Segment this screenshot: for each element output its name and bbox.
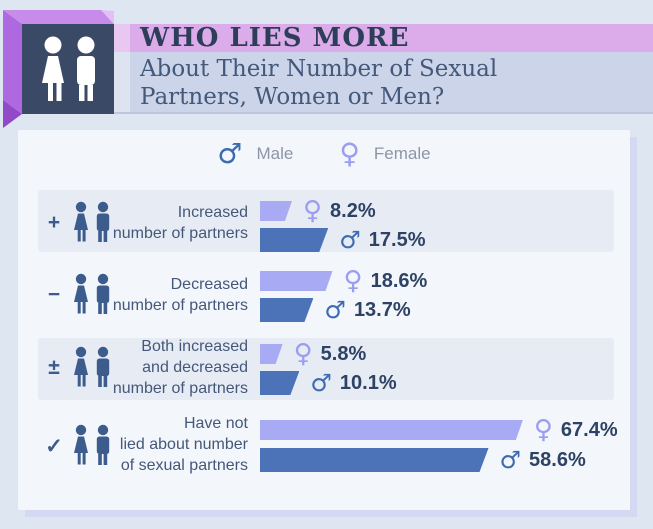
legend-male-label: Male xyxy=(256,144,294,163)
female-value: 67.4% xyxy=(560,418,618,441)
male-bar-row: ♂ 58.6% xyxy=(260,448,586,472)
male-bar-row: ♂ 13.7% xyxy=(260,298,411,322)
female-bar xyxy=(260,271,333,291)
check-icon: ✓ xyxy=(45,434,63,458)
row-panel xyxy=(38,338,614,400)
male-bar-row: ♂ 10.1% xyxy=(260,371,397,395)
male-icon: ♂ xyxy=(499,446,522,474)
male-icon: ♂ xyxy=(217,137,243,170)
female-bar-row: ♀ 18.6% xyxy=(260,268,427,294)
subtitle-band: About Their Number of Sexual Partners, W… xyxy=(114,52,653,114)
male-icon: ♂ xyxy=(324,296,346,324)
title-band: WHO LIES MORE xyxy=(114,23,653,53)
female-bar-row: ♀ 5.8% xyxy=(260,341,366,367)
female-icon: ♀ xyxy=(533,415,553,445)
female-bar-row: ♀ 8.2% xyxy=(260,198,376,224)
female-value: 5.8% xyxy=(320,342,367,365)
plus-icon: + xyxy=(47,211,61,234)
female-value: 8.2% xyxy=(330,199,376,222)
page-title: WHO LIES MORE xyxy=(140,23,410,53)
decreased-icon: − xyxy=(44,272,132,318)
row-panel xyxy=(38,190,614,252)
female-icon: ♀ xyxy=(302,196,323,226)
female-bar xyxy=(260,420,523,440)
legend-female: ♀ Female xyxy=(339,140,430,168)
legend-male: ♂ Male xyxy=(217,140,293,168)
female-bar xyxy=(260,344,283,364)
male-bar xyxy=(260,448,489,472)
row-label: Increased number of partners xyxy=(112,204,248,242)
row-label: Decreased number of partners xyxy=(112,276,248,314)
male-value: 58.6% xyxy=(529,448,586,471)
male-bar-row: ♂ 17.5% xyxy=(260,228,425,252)
legend: ♂ Male ♀ Female xyxy=(18,140,630,168)
female-bar xyxy=(260,201,292,221)
man-woman-cube-icon xyxy=(3,10,114,128)
female-bar-row: ♀ 67.4% xyxy=(260,417,618,443)
female-icon: ♀ xyxy=(293,339,313,369)
male-bar xyxy=(260,371,299,395)
male-value: 10.1% xyxy=(339,371,397,394)
female-icon: ♀ xyxy=(339,137,360,170)
increased-icon: + xyxy=(44,200,132,246)
male-icon: ♂ xyxy=(310,369,332,397)
male-value: 17.5% xyxy=(368,228,426,251)
both-icon: ± xyxy=(44,345,132,391)
not-lied-icon: ✓ xyxy=(44,423,132,469)
row-label: Both increased and decreased number of p… xyxy=(112,338,248,397)
plus-minus-icon: ± xyxy=(48,356,60,379)
female-value: 18.6% xyxy=(370,269,428,292)
male-value: 13.7% xyxy=(353,298,411,321)
chart-card: ♂ Male ♀ Female + Increased number of pa… xyxy=(18,130,630,510)
row-label: Have not lied about number of sexual par… xyxy=(119,415,248,474)
page-subtitle: About Their Number of Sexual Partners, W… xyxy=(140,56,498,110)
minus-icon: − xyxy=(47,283,61,306)
female-icon: ♀ xyxy=(343,266,363,296)
male-icon: ♂ xyxy=(339,226,361,254)
legend-female-label: Female xyxy=(373,144,431,163)
male-bar xyxy=(260,298,313,322)
male-bar xyxy=(260,228,328,252)
